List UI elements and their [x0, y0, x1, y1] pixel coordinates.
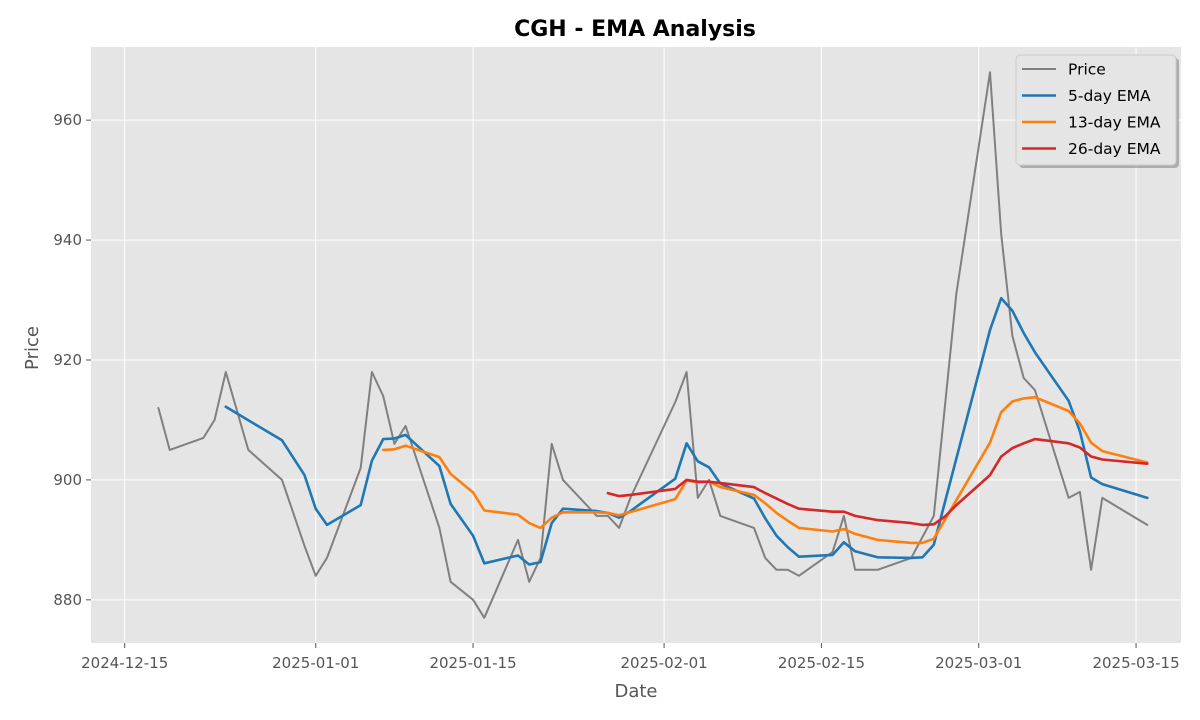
plot-area	[91, 47, 1181, 643]
x-tick-label: 2025-01-15	[429, 654, 516, 672]
legend: Price 5-day EMA 13-day EMA 26-day EMA	[1015, 54, 1179, 168]
legend-label: 26-day EMA	[1068, 140, 1161, 158]
series-line-26-day-ema	[606, 437, 1149, 527]
chart-title: CGH - EMA Analysis	[514, 17, 756, 42]
series-lines	[157, 71, 1149, 619]
series-line-13-day-ema	[381, 395, 1149, 545]
y-tick-label: 960	[53, 111, 82, 129]
x-tick-label: 2025-02-15	[778, 654, 865, 672]
y-tick-label: 940	[53, 231, 82, 249]
x-tick-label: 2025-02-01	[620, 654, 707, 672]
y-tick-label: 920	[53, 351, 82, 369]
x-tick-label: 2025-03-15	[1092, 654, 1179, 672]
x-tick-label: 2025-03-01	[935, 654, 1022, 672]
legend-label: 13-day EMA	[1068, 114, 1161, 132]
y-tick-label: 900	[53, 471, 82, 489]
x-axis-label: Date	[614, 681, 657, 702]
x-tick-label: 2024-12-15	[81, 654, 168, 672]
legend-box	[1015, 54, 1177, 166]
x-tick-label: 2025-01-01	[272, 654, 359, 672]
y-axis-ticks: 880 900 920 940 960	[53, 111, 91, 609]
legend-label: 5-day EMA	[1068, 87, 1151, 105]
y-axis-label: Price	[22, 326, 43, 370]
x-axis-ticks: 2024-12-15 2025-01-01 2025-01-15 2025-02-01…	[81, 643, 1180, 672]
y-tick-label: 880	[53, 591, 82, 609]
series-line-5-day-ema	[224, 296, 1149, 566]
legend-label: Price	[1068, 61, 1106, 79]
grid	[91, 47, 1181, 643]
series-line-price	[157, 71, 1149, 619]
